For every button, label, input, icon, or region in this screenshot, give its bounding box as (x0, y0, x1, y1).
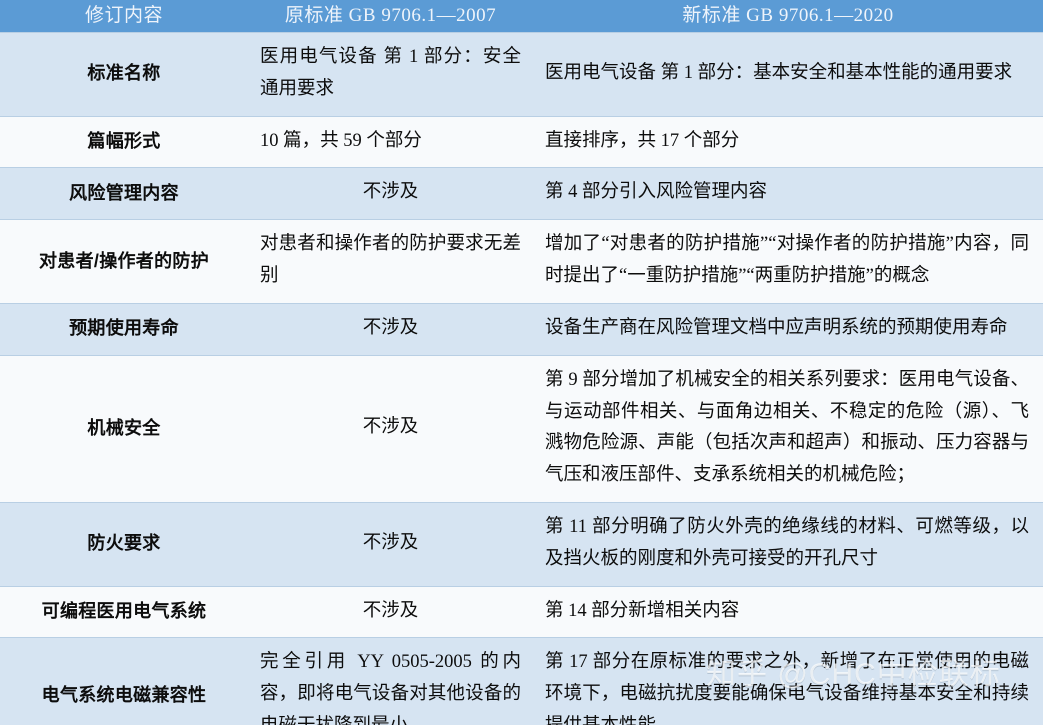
row-new-standard-value: 增加了“对患者的防护措施”“对操作者的防护措施”内容，同时提出了“一重防护措施”… (533, 219, 1043, 304)
row-item-label: 风险管理内容 (0, 167, 248, 221)
row-item-label: 对患者/操作者的防护 (0, 219, 248, 304)
row-old-standard-value: 不涉及 (248, 302, 533, 356)
row-old-standard-value: 不涉及 (248, 354, 533, 503)
table-row: 标准名称 医用电气设备 第 1 部分：安全通用要求 医用电气设备 第 1 部分：… (0, 32, 1043, 117)
table-row: 风险管理内容 不涉及 第 4 部分引入风险管理内容 (0, 167, 1043, 221)
table-row: 电气系统电磁兼容性 完全引用 YY 0505-2005 的内容，即将电气设备对其… (0, 637, 1043, 725)
row-new-standard-value: 直接排序，共 17 个部分 (533, 115, 1043, 169)
row-old-standard-value: 不涉及 (248, 501, 533, 587)
row-new-standard-value: 第 11 部分明确了防火外壳的绝缘线的材料、可燃等级，以及挡火板的刚度和外壳可接… (533, 501, 1043, 587)
row-new-standard-value: 医用电气设备 第 1 部分：基本安全和基本性能的通用要求 (533, 32, 1043, 117)
table-body: 标准名称 医用电气设备 第 1 部分：安全通用要求 医用电气设备 第 1 部分：… (0, 32, 1043, 725)
row-new-standard-value: 设备生产商在风险管理文档中应声明系统的预期使用寿命 (533, 302, 1043, 356)
row-item-label: 防火要求 (0, 501, 248, 587)
header-row: 修订内容 原标准 GB 9706.1—2007 新标准 GB 9706.1—20… (0, 0, 1043, 33)
row-item-label: 标准名称 (0, 32, 248, 117)
column-header-old-standard: 原标准 GB 9706.1—2007 (248, 0, 533, 33)
row-old-standard-value: 不涉及 (248, 585, 533, 639)
row-new-standard-value: 第 14 部分新增相关内容 (533, 585, 1043, 639)
table-row: 篇幅形式 10 篇，共 59 个部分 直接排序，共 17 个部分 (0, 115, 1043, 169)
column-header-new-standard: 新标准 GB 9706.1—2020 (533, 0, 1043, 33)
table-row: 可编程医用电气系统 不涉及 第 14 部分新增相关内容 (0, 585, 1043, 639)
row-old-standard-value: 不涉及 (248, 167, 533, 221)
row-old-standard-value: 对患者和操作者的防护要求无差别 (248, 219, 533, 304)
table-row: 对患者/操作者的防护 对患者和操作者的防护要求无差别 增加了“对患者的防护措施”… (0, 219, 1043, 304)
row-new-standard-value: 第 9 部分增加了机械安全的相关系列要求：医用电气设备、与运动部件相关、与面角边… (533, 354, 1043, 503)
row-new-standard-value: 第 4 部分引入风险管理内容 (533, 167, 1043, 221)
row-item-label: 可编程医用电气系统 (0, 585, 248, 639)
row-old-standard-value: 10 篇，共 59 个部分 (248, 115, 533, 169)
row-item-label: 篇幅形式 (0, 115, 248, 169)
row-old-standard-value: 医用电气设备 第 1 部分：安全通用要求 (248, 32, 533, 117)
row-new-standard-value: 第 17 部分在原标准的要求之外，新增了在正常使用的电磁环境下，电磁抗扰度要能确… (533, 637, 1043, 725)
table-header: 修订内容 原标准 GB 9706.1—2007 新标准 GB 9706.1—20… (0, 0, 1043, 33)
table-row: 机械安全 不涉及 第 9 部分增加了机械安全的相关系列要求：医用电气设备、与运动… (0, 354, 1043, 503)
row-old-standard-value: 完全引用 YY 0505-2005 的内容，即将电气设备对其他设备的电磁干扰降到… (248, 637, 533, 725)
table-row: 预期使用寿命 不涉及 设备生产商在风险管理文档中应声明系统的预期使用寿命 (0, 302, 1043, 356)
row-item-label: 预期使用寿命 (0, 302, 248, 356)
row-item-label: 机械安全 (0, 354, 248, 503)
row-item-label: 电气系统电磁兼容性 (0, 637, 248, 725)
table-row: 防火要求 不涉及 第 11 部分明确了防火外壳的绝缘线的材料、可燃等级，以及挡火… (0, 501, 1043, 587)
column-header-item: 修订内容 (0, 0, 248, 33)
